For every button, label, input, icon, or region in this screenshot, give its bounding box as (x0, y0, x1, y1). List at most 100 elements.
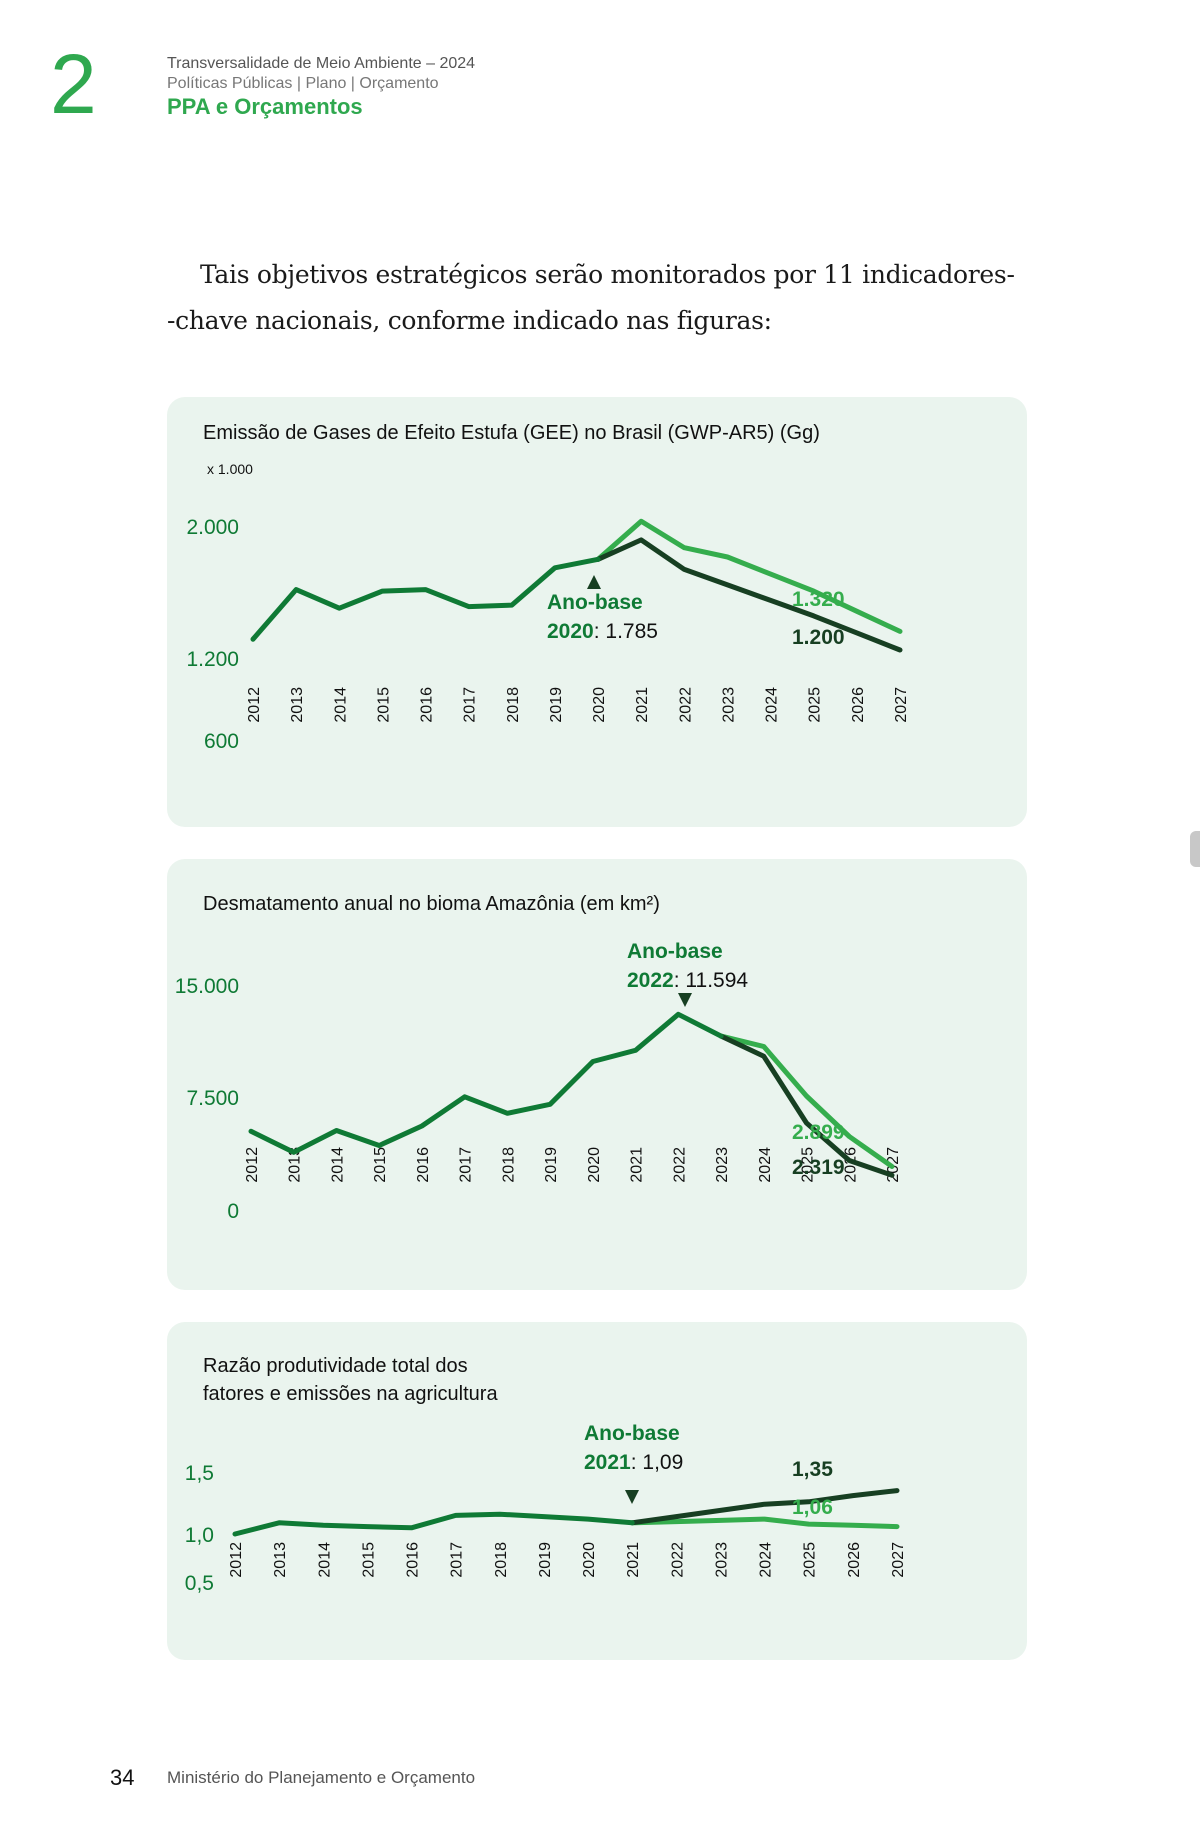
y-tick-label: 0 (227, 1200, 239, 1223)
end-label-dark: 1,35 (792, 1458, 833, 1481)
end-label-light: 2.899 (792, 1121, 845, 1144)
x-tick-label: 2015 (375, 687, 392, 723)
x-tick-label: 2012 (228, 1542, 245, 1578)
y-tick-label: 15.000 (175, 975, 239, 998)
x-tick-label: 2019 (548, 687, 565, 723)
x-tick-label: 2017 (449, 1542, 466, 1578)
x-tick-label: 2015 (372, 1147, 389, 1183)
chart-svg: Razão produtividade total dos fatores e e… (185, 1355, 907, 1595)
x-tick-label: 2027 (893, 687, 910, 723)
document-title: Transversalidade de Meio Ambiente – 2024 (167, 55, 476, 72)
base-year-label: Ano-base (627, 940, 723, 963)
x-tick-label: 2020 (581, 1542, 598, 1578)
base-year-value: 2021: 1,09 (584, 1451, 683, 1474)
chart-svg: Desmatamento anual no bioma Amazônia (em… (175, 893, 902, 1223)
paragraph-line-1: Tais objetivos estratégicos serão monito… (200, 260, 1015, 289)
y-tick-label: 2.000 (186, 516, 239, 539)
base-year-value: 2020: 1.785 (547, 620, 658, 643)
end-label-light: 1.320 (792, 588, 845, 611)
y-tick-label: 7.500 (186, 1087, 239, 1110)
x-tick-label: 2023 (714, 1147, 731, 1183)
chart-card-agri-productivity: Razão produtividade total dos fatores e e… (167, 1322, 1027, 1660)
end-label-dark: 2.319 (792, 1156, 845, 1179)
base-year-value: 2022: 11.594 (627, 969, 748, 992)
page-number: 34 (110, 1765, 135, 1790)
y-tick-label: 600 (204, 730, 239, 753)
x-tick-label: 2024 (764, 687, 781, 723)
chart-title: Emissão de Gases de Efeito Estufa (GEE) … (203, 422, 820, 444)
document-subtitle: Políticas Públicas | Plano | Orçamento (167, 75, 439, 92)
series-line-meta-dark (629, 1488, 900, 1526)
chart-svg: Emissão de Gases de Efeito Estufa (GEE) … (186, 422, 910, 753)
x-tick-label: 2013 (272, 1542, 289, 1578)
x-tick-label: 2024 (758, 1542, 775, 1578)
chart-card-gee: Emissão de Gases de Efeito Estufa (GEE) … (167, 397, 1027, 827)
series-line-meta-light (595, 518, 903, 634)
x-tick-label: 2020 (586, 1147, 603, 1183)
x-tick-label: 2018 (500, 1147, 517, 1183)
x-tick-label: 2018 (493, 1542, 510, 1578)
x-tick-label: 2024 (757, 1147, 774, 1183)
x-tick-label: 2021 (629, 1147, 646, 1183)
x-tick-label: 2013 (287, 1147, 304, 1183)
series-line-meta-dark (595, 537, 903, 653)
triangle-up-icon (587, 575, 601, 589)
x-tick-label: 2019 (543, 1147, 560, 1183)
y-tick-label: 1,0 (185, 1524, 214, 1547)
x-tick-label: 2013 (289, 687, 306, 723)
x-tick-label: 2025 (800, 1147, 817, 1183)
series-line-historico (232, 1511, 635, 1537)
footer-publisher: Ministério do Planejamento e Orçamento (167, 1768, 476, 1787)
x-tick-label: 2027 (890, 1542, 907, 1578)
base-year-label: Ano-base (547, 591, 643, 614)
series-line-meta-dark (718, 1033, 895, 1178)
x-tick-label: 2025 (802, 1542, 819, 1578)
end-label-dark: 1.200 (792, 626, 845, 649)
y-tick-label: 1,5 (185, 1462, 214, 1485)
x-tick-label: 2014 (316, 1542, 333, 1578)
chapter-number: 2 (50, 37, 97, 131)
x-tick-label: 2022 (669, 1542, 686, 1578)
x-tick-label: 2016 (419, 687, 436, 723)
triangle-down-icon (678, 993, 692, 1007)
series-line-meta-light (629, 1516, 900, 1530)
x-tick-label: 2019 (537, 1542, 554, 1578)
x-tick-label: 2020 (591, 687, 608, 723)
x-tick-label: 2012 (246, 687, 263, 723)
x-tick-label: 2023 (720, 687, 737, 723)
intro-paragraph: Tais objetivos estratégicos serão monito… (167, 252, 1047, 344)
base-year-label: Ano-base (584, 1422, 680, 1445)
x-tick-label: 2014 (329, 1147, 346, 1183)
x-tick-label: 2018 (505, 687, 522, 723)
paragraph-line-2: -chave nacionais, conforme indicado nas … (167, 306, 772, 335)
x-tick-label: 2025 (807, 687, 824, 723)
unit-note: x 1.000 (207, 461, 253, 477)
series-line-historico (248, 1011, 724, 1155)
series-line-meta-light (718, 1033, 895, 1169)
chart-title: fatores e emissões na agricultura (203, 1383, 498, 1405)
x-tick-label: 2026 (850, 687, 867, 723)
x-tick-label: 2021 (625, 1542, 642, 1578)
y-tick-label: 1.200 (186, 648, 239, 671)
x-tick-label: 2016 (415, 1147, 432, 1183)
x-tick-label: 2016 (405, 1542, 422, 1578)
x-tick-label: 2015 (360, 1542, 377, 1578)
x-tick-label: 2021 (634, 687, 651, 723)
series-line-historico (250, 556, 601, 642)
x-tick-label: 2014 (332, 687, 349, 723)
x-tick-label: 2023 (713, 1542, 730, 1578)
y-tick-label: 0,5 (185, 1572, 214, 1595)
x-tick-label: 2026 (846, 1542, 863, 1578)
chart-card-deforestation: Desmatamento anual no bioma Amazônia (em… (167, 859, 1027, 1290)
side-scroll-tab[interactable] (1190, 831, 1200, 867)
section-title: PPA e Orçamentos (167, 94, 363, 119)
triangle-down-icon (625, 1490, 639, 1504)
chart-title: Razão produtividade total dos (203, 1355, 468, 1377)
x-tick-label: 2017 (458, 1147, 475, 1183)
x-tick-label: 2022 (677, 687, 694, 723)
x-tick-label: 2022 (671, 1147, 688, 1183)
end-label-light: 1,06 (792, 1496, 833, 1519)
x-tick-label: 2012 (244, 1147, 261, 1183)
chart-title: Desmatamento anual no bioma Amazônia (em… (203, 893, 660, 915)
x-tick-label: 2017 (462, 687, 479, 723)
